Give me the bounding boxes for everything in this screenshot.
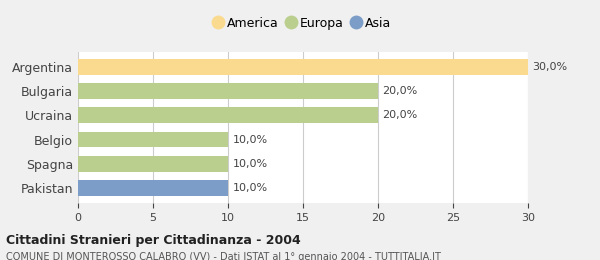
Bar — [78, 180, 228, 196]
Bar — [78, 59, 528, 75]
Text: 10,0%: 10,0% — [233, 183, 268, 193]
Text: 30,0%: 30,0% — [533, 62, 568, 72]
Text: 10,0%: 10,0% — [233, 159, 268, 169]
Bar — [78, 107, 378, 123]
Text: 20,0%: 20,0% — [383, 86, 418, 96]
Bar — [78, 83, 378, 99]
Text: Cittadini Stranieri per Cittadinanza - 2004: Cittadini Stranieri per Cittadinanza - 2… — [6, 234, 301, 247]
Bar — [78, 132, 228, 147]
Bar — [78, 156, 228, 172]
Text: COMUNE DI MONTEROSSO CALABRO (VV) - Dati ISTAT al 1° gennaio 2004 - TUTTITALIA.I: COMUNE DI MONTEROSSO CALABRO (VV) - Dati… — [6, 252, 441, 260]
Text: 20,0%: 20,0% — [383, 110, 418, 120]
Text: 10,0%: 10,0% — [233, 134, 268, 145]
Legend: America, Europa, Asia: America, Europa, Asia — [211, 13, 395, 34]
